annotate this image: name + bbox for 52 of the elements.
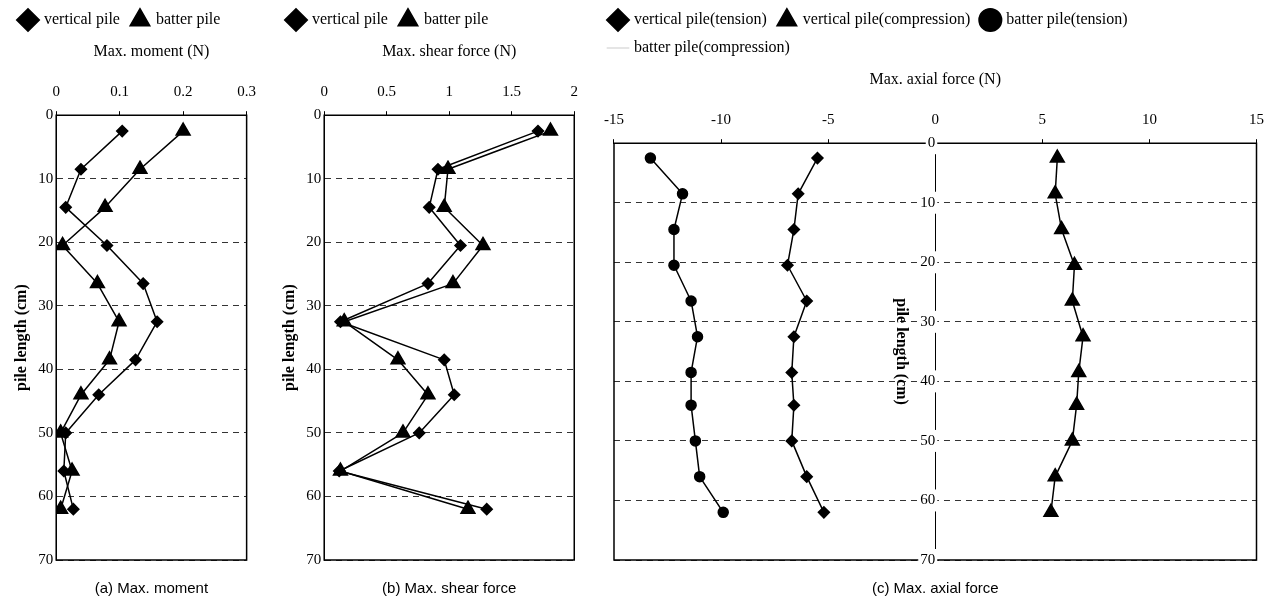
y-tick-label: 50: [306, 423, 322, 440]
y-tick-label: 20: [306, 233, 322, 250]
y-tick-label: 30: [38, 296, 54, 313]
x-tick-label: 2: [570, 83, 578, 100]
x-tick-label: 0.2: [173, 83, 193, 100]
x-tick-label: 1: [445, 83, 453, 100]
text: (a) Max. moment: [94, 578, 209, 596]
y-tick-label: 70: [306, 550, 322, 567]
legend-label: batter pile: [155, 10, 221, 29]
x-axis-title: Max. moment (N): [93, 41, 210, 60]
y-tick-label: 10: [38, 169, 54, 186]
legend-label: vertical pile(tension): [634, 10, 767, 29]
x-axis-title: Max. shear force (N): [382, 41, 517, 60]
y-tick-label: 10: [920, 193, 936, 210]
y-axis-title: pile length (cm): [892, 298, 911, 405]
x-tick-label: 0.5: [377, 83, 397, 100]
x-tick-label: -15: [604, 111, 624, 128]
y-tick-label: 60: [920, 491, 936, 508]
legend-label: batter pile(tension): [1006, 10, 1128, 29]
x-tick-label: 1.5: [502, 83, 522, 100]
y-tick-label: 20: [920, 253, 936, 270]
y-tick-label: 30: [920, 312, 936, 329]
x-tick-label: 5: [1038, 111, 1047, 128]
legend-label: vertical pile(compression): [802, 10, 971, 29]
text: (c) Max. axial force: [871, 578, 999, 596]
x-tick-label: 0.3: [237, 83, 256, 100]
x-tick-label: 15: [1249, 111, 1264, 128]
y-tick-label: 30: [306, 296, 322, 313]
x-tick-label: 10: [1141, 111, 1157, 128]
y-tick-label: 50: [38, 423, 54, 440]
y-tick-label: 60: [38, 487, 54, 504]
y-tick-label: 70: [920, 550, 936, 567]
y-tick-label: 50: [920, 431, 936, 448]
x-tick-label: 0.1: [110, 83, 130, 100]
y-tick-label: 40: [38, 360, 54, 377]
y-axis-title: pile length (cm): [279, 284, 298, 391]
x-tick-label: -5: [821, 111, 835, 128]
x-axis-title: Max. axial force (N): [869, 69, 1001, 88]
y-tick-label: 60: [306, 487, 322, 504]
legend-label: batter pile: [423, 10, 489, 29]
y-tick-label: 10: [306, 169, 322, 186]
y-tick-label: 40: [920, 372, 936, 389]
y-tick-label: 0: [927, 134, 936, 151]
y-tick-label: 70: [38, 550, 54, 567]
legend-label: vertical pile: [44, 10, 120, 29]
y-axis-title: pile length (cm): [11, 284, 30, 391]
y-tick-label: 40: [306, 360, 322, 377]
legend-label: vertical pile: [312, 10, 388, 29]
x-tick-label: -10: [711, 111, 732, 128]
y-tick-label: 20: [38, 233, 54, 250]
text: (b) Max. shear force: [382, 578, 517, 596]
legend-label: batter pile(compression): [634, 38, 790, 57]
